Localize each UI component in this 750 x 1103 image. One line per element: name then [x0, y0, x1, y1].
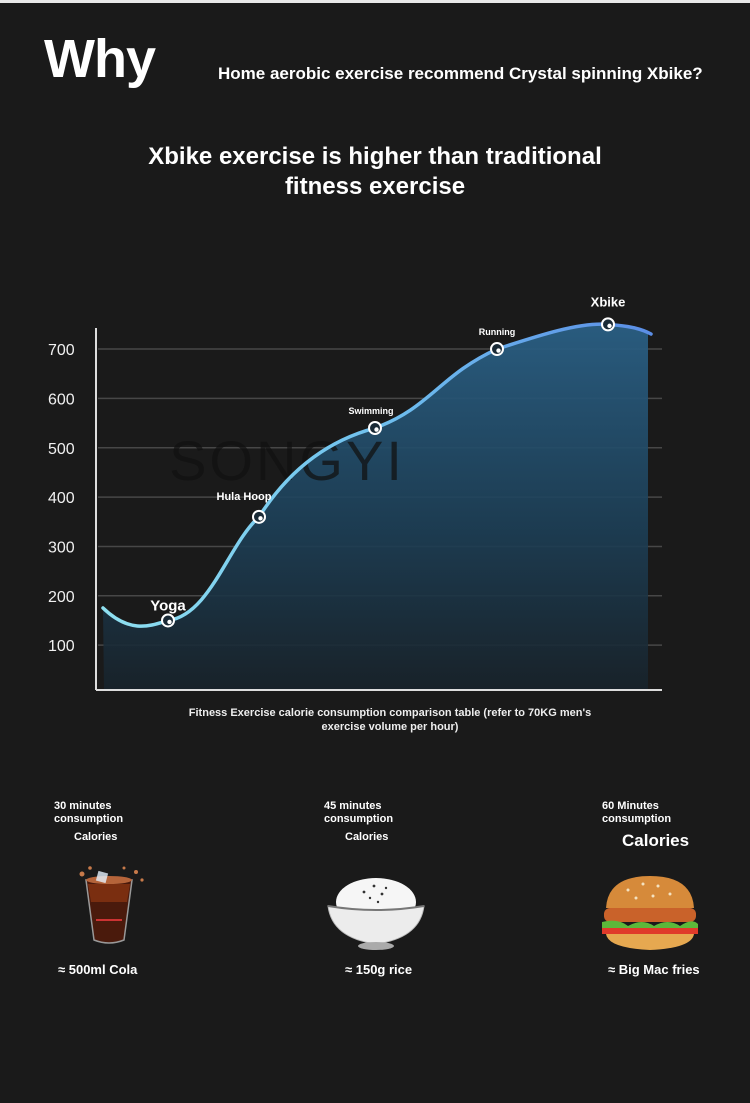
top-border [0, 0, 750, 3]
equivalent-text: ≈ 150g rice [345, 962, 413, 977]
y-tick-label: 500 [48, 441, 75, 458]
headline-line2: fitness exercise [284, 173, 466, 200]
point-label: Swimming [348, 406, 393, 416]
data-point-center [607, 323, 612, 329]
caption-line1: Fitness Exercise calorie consumption com… [188, 707, 592, 719]
food-item-burger: 60 Minutes consumption Calories ≈ Big Ma… [602, 800, 750, 977]
y-tick-label: 700 [48, 342, 75, 359]
headline-line1: Xbike exercise is higher than traditiona… [148, 143, 602, 170]
subheadline: Home aerobic exercise recommend Crystal … [218, 64, 703, 83]
y-tick-label: 100 [48, 638, 75, 655]
calories-label: Calories [74, 831, 118, 843]
duration-line2: consumption [324, 813, 394, 825]
y-tick-label: 200 [48, 589, 75, 606]
equivalent-text: ≈ Big Mac fries [608, 962, 700, 977]
food-item-cola: 30 minutes consumption Calories ≈ 500ml … [54, 800, 234, 977]
duration-line2: consumption [602, 813, 672, 825]
cola-glass-icon [79, 866, 144, 944]
caption-line2: exercise volume per hour) [321, 721, 459, 733]
rice-bowl-icon [327, 878, 425, 950]
y-tick-label: 400 [48, 490, 75, 507]
why-title: Why [44, 29, 156, 89]
duration-line2: consumption [54, 813, 124, 825]
equivalent-text: ≈ 500ml Cola [58, 962, 138, 977]
chart-area-fill [103, 324, 651, 689]
data-point-center [496, 348, 501, 353]
duration-line1: 45 minutes [324, 800, 382, 812]
headline: Xbike exercise is higher than traditiona… [0, 142, 750, 202]
data-point-center [167, 619, 172, 625]
point-label: Yoga [150, 597, 186, 614]
burger-icon [602, 876, 698, 950]
calories-label: Calories [622, 831, 690, 850]
calories-label: Calories [345, 831, 389, 843]
duration-line1: 60 Minutes [602, 800, 659, 812]
point-label: Hula Hoop [217, 491, 272, 503]
chart-caption: Fitness Exercise calorie consumption com… [100, 706, 680, 734]
point-label: Running [479, 327, 516, 337]
y-tick-label: 600 [48, 391, 75, 408]
y-tick-label: 300 [48, 539, 75, 556]
duration-line1: 30 minutes [54, 800, 112, 812]
data-point-center [374, 427, 379, 432]
food-item-rice: 45 minutes consumption Calories ≈ 150g r… [324, 800, 504, 977]
data-point-center [258, 516, 263, 521]
point-label: Xbike [591, 294, 626, 309]
